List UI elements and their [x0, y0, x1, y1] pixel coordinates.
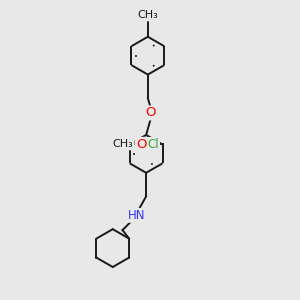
Text: O: O	[145, 106, 156, 119]
Text: CH₃: CH₃	[113, 140, 134, 149]
Text: O: O	[136, 138, 146, 151]
Text: CH₃: CH₃	[137, 11, 158, 20]
Text: HN: HN	[128, 209, 145, 222]
Text: Cl: Cl	[148, 138, 159, 151]
